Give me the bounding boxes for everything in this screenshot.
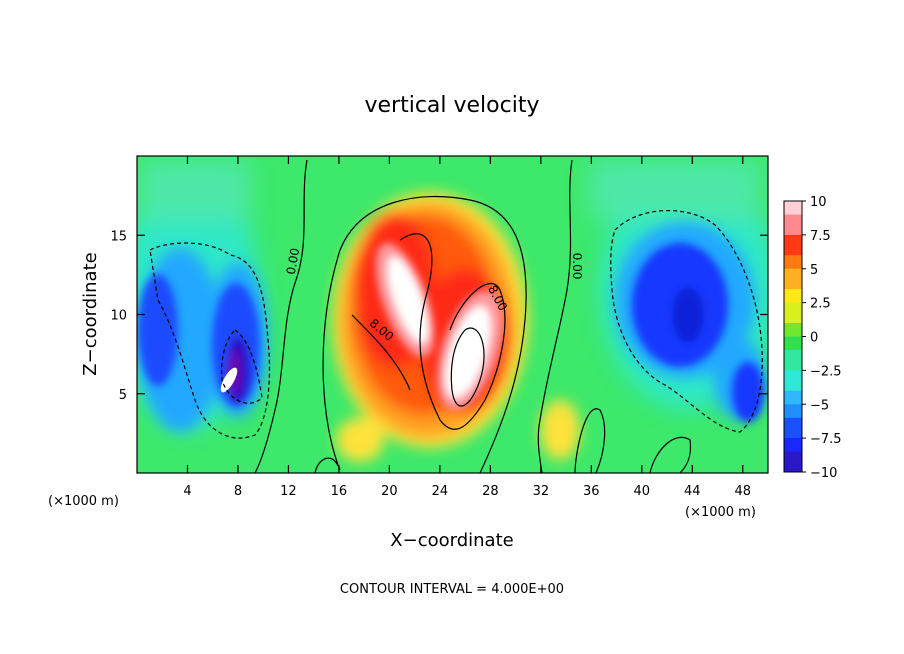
colorbar-swatch [784,363,802,371]
colorbar-swatch [784,268,802,277]
contour-neg-left-inner [220,329,263,404]
colorbar-swatch [784,322,802,331]
colorbar: 10 7.5 5 2.5 0 −2.5 −5 −7.5 −10 [783,195,842,481]
contour-interval-note: CONTOUR INTERVAL = 4.000E+00 [340,582,564,597]
contour-label-zero-left: 0.00 [284,247,302,276]
colorbar-swatch [784,207,802,216]
colorbar-tick-label: 7.5 [810,229,831,244]
x-unit-label-right: (×1000 m) [685,505,756,520]
x-tick-label: 40 [634,484,651,499]
x-tick-label: 20 [381,484,398,499]
x-tick-label: 32 [533,484,550,499]
colorbar-tick-label: −2.5 [810,364,842,379]
y-axis-ticks: 5 10 15 [110,229,768,403]
colorbar-tick-label: −7.5 [810,432,842,447]
x-tick-label: 36 [583,484,600,499]
colorbar-swatch [784,397,802,405]
colorbar-swatch [784,228,802,236]
colorbar-swatch [784,404,802,412]
chart-title: vertical velocity [364,93,539,118]
colorbar-swatch [784,390,802,398]
colorbar-swatch [784,316,802,324]
y-tick-label: 15 [110,229,127,244]
colorbar-swatch [784,255,802,263]
contour-eight-left [351,314,411,391]
y-tick-label: 10 [110,309,127,324]
colorbar-tick-label: −10 [810,466,837,481]
x-tick-label: 48 [734,484,751,499]
contour-lines [149,159,763,473]
colorbar-swatch [784,234,802,243]
colorbar-swatch [784,336,802,344]
colorbar-swatch [784,329,802,337]
colorbar-swatch [784,282,802,290]
colorbar-swatch [784,424,802,432]
x-tick-label: 16 [331,484,348,499]
contour-label-zero-right: 0.00 [570,253,584,280]
colorbar-swatch [784,438,802,446]
field-blue-layer [138,243,764,422]
contour-zero-left [254,159,308,473]
y-tick-label: 5 [119,388,127,403]
contour-zero-updraft [322,195,527,473]
x-tick-label: 4 [183,484,191,499]
colorbar-swatch [784,458,802,466]
x-unit-label-left: (×1000 m) [48,494,119,509]
contour-twelve-core [450,327,485,407]
colorbar-swatch [784,356,802,365]
colorbar-swatch [784,289,802,297]
colorbar-swatch [784,350,802,358]
colorbar-swatch [784,309,802,317]
contour-neg-left [149,242,271,439]
colorbar-swatch [784,241,802,249]
x-tick-label: 28 [482,484,499,499]
x-axis-ticks: 4 8 12 16 20 24 28 32 36 40 44 48 [183,156,751,499]
colorbar-tick-label: 10 [810,195,827,210]
colorbar-swatch [784,295,802,304]
colorbar-swatch [784,431,802,439]
colorbar-swatch [784,302,802,310]
colorbar-swatch [784,451,802,459]
contour-eight-core [399,233,506,430]
contour-neg-right [610,209,763,433]
x-axis-label: X−coordinate [390,530,513,551]
colorbar-swatch [784,214,802,222]
contour-surface-blobs [314,408,692,473]
colorbar-swatch [784,201,802,209]
colorbar-swatch [784,417,802,426]
colorbar-swatch [784,370,802,378]
x-tick-label: 44 [684,484,701,499]
colorbar-tick-label: 2.5 [810,297,831,312]
heatmap-field [137,156,768,473]
colorbar-tick-label: 5 [810,263,818,278]
x-tick-label: 24 [432,484,449,499]
contour-zero-right [537,159,573,473]
colorbar-swatch [784,444,802,453]
colorbar-swatch [784,261,802,270]
colorbar-swatch [784,383,802,392]
colorbar-swatch [784,221,802,229]
colorbar-swatch [784,275,802,283]
y-axis-label: Z−coordinate [80,252,101,375]
x-tick-label: 12 [280,484,297,499]
colorbar-swatch [784,343,802,351]
x-tick-label: 8 [234,484,242,499]
colorbar-tick-label: 0 [810,331,818,346]
colorbar-swatch [784,465,802,473]
colorbar-tick-label: −5 [810,398,829,413]
colorbar-swatch [784,248,802,256]
colorbar-swatch [784,411,802,419]
colorbar-swatch [784,377,802,385]
